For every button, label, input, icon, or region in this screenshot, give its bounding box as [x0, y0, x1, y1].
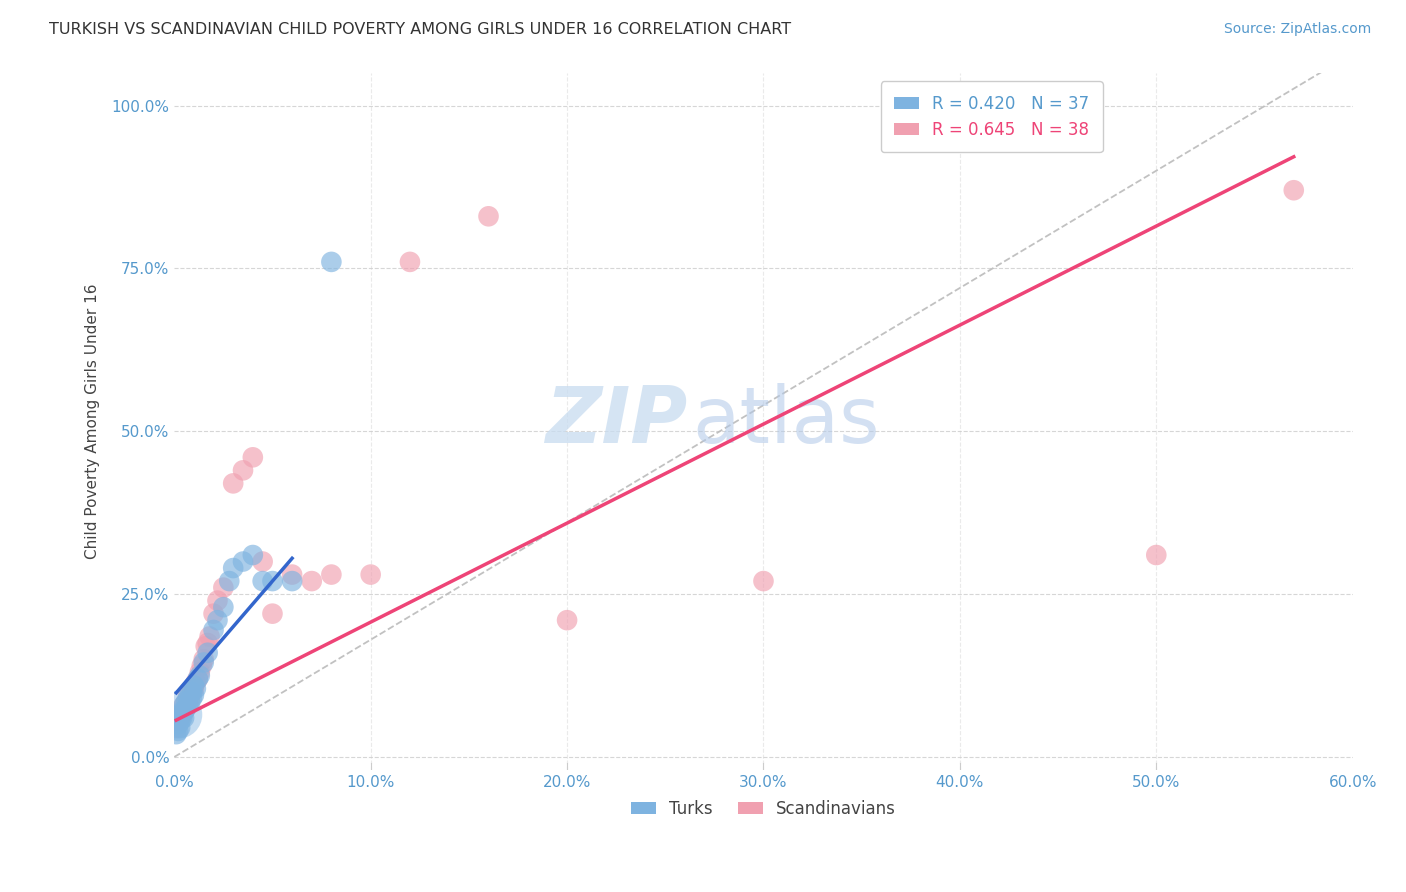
Point	[179, 695, 201, 709]
Point	[321, 567, 343, 582]
Point	[181, 691, 204, 706]
Point	[752, 574, 775, 588]
Point	[188, 665, 211, 680]
Point	[477, 209, 499, 223]
Point	[181, 685, 204, 699]
Point	[167, 714, 190, 728]
Point	[173, 698, 195, 712]
Point	[169, 721, 191, 735]
Point	[174, 695, 197, 709]
Text: ZIP: ZIP	[544, 384, 688, 459]
Legend: Turks, Scandinavians: Turks, Scandinavians	[624, 793, 903, 824]
Point	[167, 723, 190, 738]
Point	[177, 698, 200, 712]
Point	[172, 711, 194, 725]
Point	[174, 701, 197, 715]
Point	[177, 688, 200, 702]
Point	[173, 698, 195, 712]
Point	[197, 636, 219, 650]
Point	[1282, 183, 1305, 197]
Point	[202, 623, 225, 637]
Point	[183, 688, 205, 702]
Point	[167, 707, 190, 722]
Point	[281, 567, 304, 582]
Point	[301, 574, 323, 588]
Point	[242, 450, 264, 465]
Point	[172, 705, 194, 719]
Point	[222, 561, 245, 575]
Point	[188, 668, 211, 682]
Point	[173, 711, 195, 725]
Point	[173, 705, 195, 719]
Text: Source: ZipAtlas.com: Source: ZipAtlas.com	[1223, 22, 1371, 37]
Point	[181, 685, 204, 699]
Point	[169, 707, 191, 722]
Point	[191, 658, 214, 673]
Point	[183, 681, 205, 696]
Point	[262, 607, 284, 621]
Point	[184, 675, 207, 690]
Point	[183, 678, 205, 692]
Point	[202, 607, 225, 621]
Point	[165, 721, 187, 735]
Point	[193, 652, 215, 666]
Point	[165, 727, 187, 741]
Point	[212, 581, 235, 595]
Point	[262, 574, 284, 588]
Point	[252, 574, 274, 588]
Point	[218, 574, 240, 588]
Point	[207, 613, 229, 627]
Point	[177, 695, 200, 709]
Point	[179, 685, 201, 699]
Point	[172, 707, 194, 722]
Text: atlas: atlas	[693, 384, 880, 459]
Point	[184, 681, 207, 696]
Point	[360, 567, 382, 582]
Point	[193, 656, 215, 670]
Point	[177, 691, 200, 706]
Point	[222, 476, 245, 491]
Point	[232, 463, 254, 477]
Point	[321, 255, 343, 269]
Point	[173, 705, 195, 719]
Point	[399, 255, 422, 269]
Point	[174, 701, 197, 715]
Point	[207, 593, 229, 607]
Point	[169, 714, 191, 728]
Text: TURKISH VS SCANDINAVIAN CHILD POVERTY AMONG GIRLS UNDER 16 CORRELATION CHART: TURKISH VS SCANDINAVIAN CHILD POVERTY AM…	[49, 22, 792, 37]
Point	[167, 717, 190, 731]
Point	[252, 555, 274, 569]
Point	[187, 672, 209, 686]
Point	[242, 548, 264, 562]
Point	[555, 613, 578, 627]
Point	[187, 672, 209, 686]
Point	[197, 646, 219, 660]
Point	[1144, 548, 1167, 562]
Point	[169, 711, 191, 725]
Y-axis label: Child Poverty Among Girls Under 16: Child Poverty Among Girls Under 16	[86, 284, 100, 559]
Point	[179, 691, 201, 706]
Point	[194, 639, 217, 653]
Point	[281, 574, 304, 588]
Point	[198, 630, 221, 644]
Point	[212, 600, 235, 615]
Point	[232, 555, 254, 569]
